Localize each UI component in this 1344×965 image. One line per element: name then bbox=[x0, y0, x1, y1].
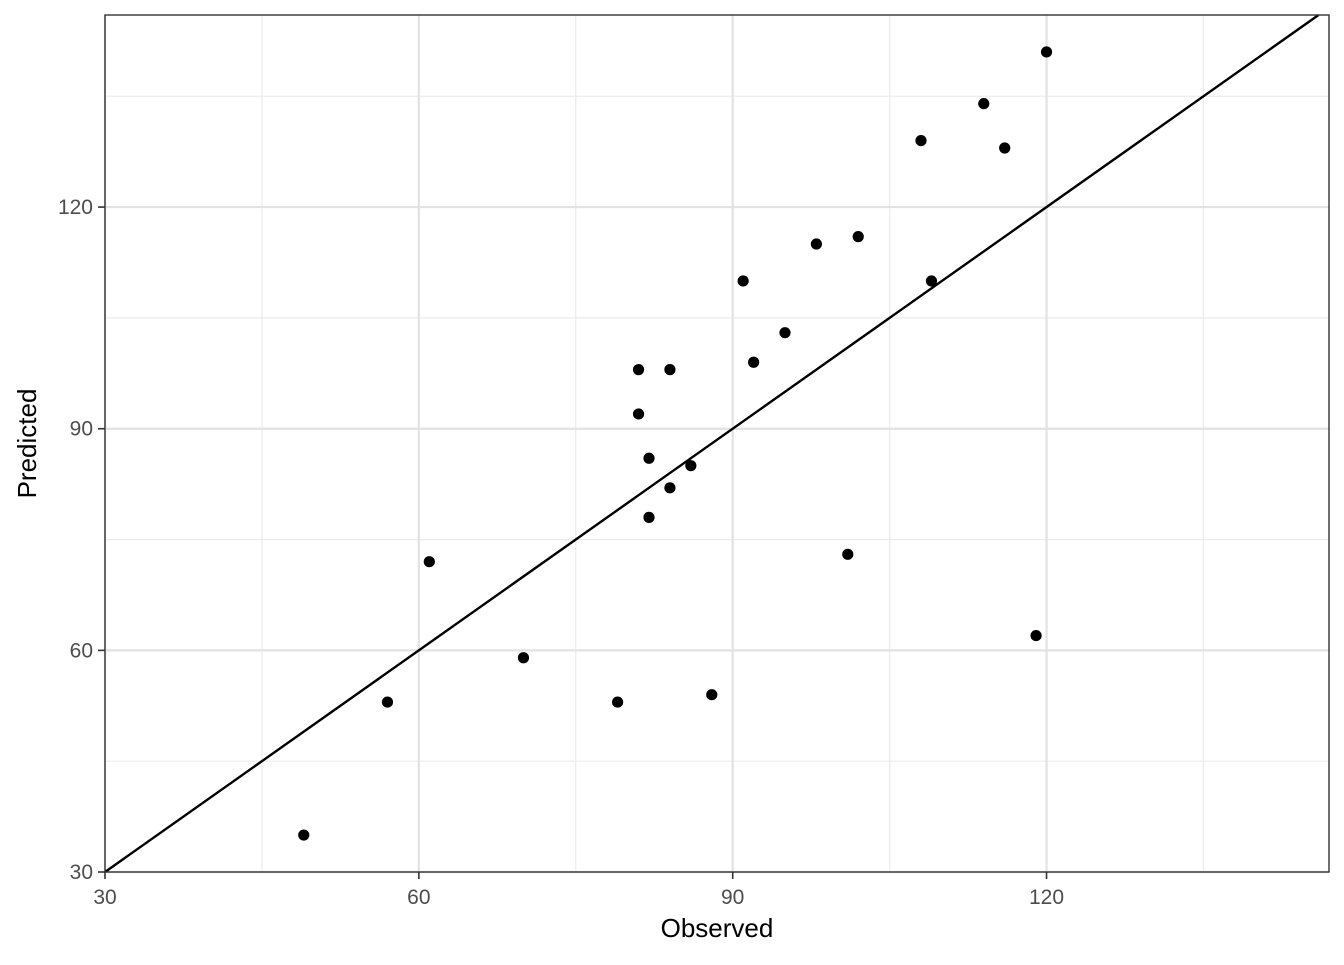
x-tick-label: 30 bbox=[93, 886, 116, 909]
panel-border bbox=[104, 14, 1330, 873]
data-point bbox=[423, 556, 435, 568]
data-point bbox=[664, 482, 676, 494]
data-point bbox=[632, 364, 645, 376]
points-layer bbox=[298, 46, 1053, 841]
data-point bbox=[612, 696, 624, 708]
data-point bbox=[915, 134, 927, 147]
data-point bbox=[643, 511, 655, 523]
data-point bbox=[852, 231, 864, 243]
x-tick-label: 120 bbox=[1029, 886, 1064, 909]
data-point bbox=[842, 548, 854, 560]
data-point bbox=[737, 275, 749, 287]
reference-line-layer bbox=[104, 14, 1320, 873]
data-point bbox=[1040, 46, 1053, 58]
data-point bbox=[748, 356, 760, 368]
identity-line bbox=[104, 14, 1320, 873]
x-tick-label: 90 bbox=[721, 886, 744, 909]
data-point bbox=[779, 327, 791, 339]
data-point bbox=[298, 829, 310, 841]
data-point bbox=[1030, 629, 1042, 642]
y-tick-label: 60 bbox=[70, 639, 93, 662]
data-point bbox=[643, 452, 655, 464]
y-axis-label: Predicted bbox=[12, 389, 42, 499]
y-axis-ticks: 30 60 90 120 bbox=[58, 196, 105, 884]
data-point bbox=[381, 696, 394, 708]
minor-grid bbox=[105, 15, 1329, 872]
data-point bbox=[664, 364, 676, 376]
data-point bbox=[517, 652, 530, 664]
data-point bbox=[685, 460, 697, 472]
x-tick-label: 60 bbox=[407, 886, 430, 909]
data-point bbox=[632, 408, 645, 420]
y-tick-label: 120 bbox=[58, 196, 93, 219]
x-axis-ticks: 30 60 90 120 bbox=[93, 872, 1064, 909]
x-axis-label: Observed bbox=[661, 913, 774, 943]
data-point bbox=[978, 98, 990, 110]
data-point bbox=[706, 689, 718, 701]
data-point bbox=[999, 142, 1011, 154]
y-tick-label: 90 bbox=[70, 418, 93, 441]
data-point bbox=[925, 275, 938, 287]
y-tick-label: 30 bbox=[70, 861, 93, 884]
data-point bbox=[810, 238, 822, 250]
